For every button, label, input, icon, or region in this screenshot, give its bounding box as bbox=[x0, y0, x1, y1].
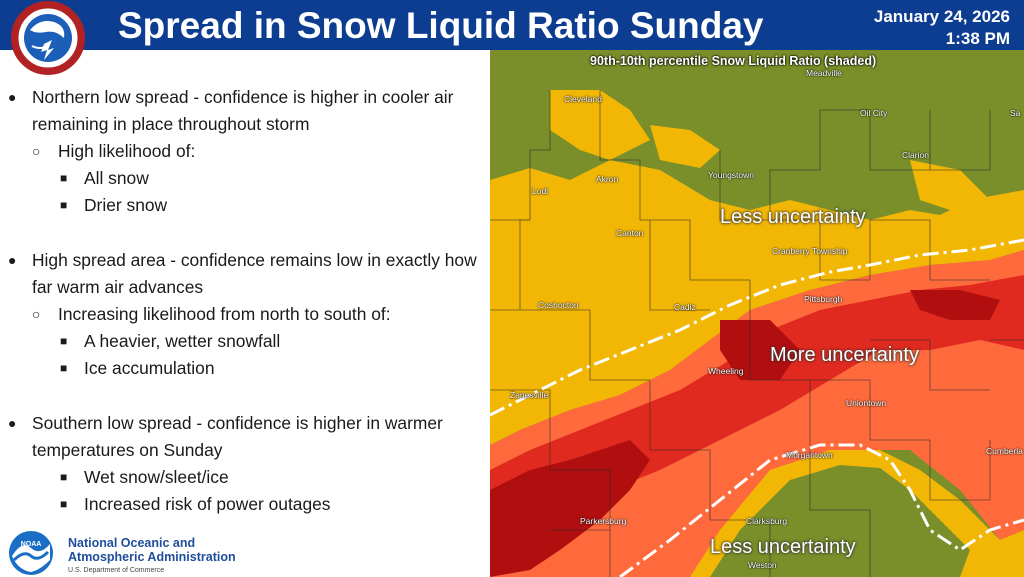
bullet-southern-text: Southern low spread - confidence is high… bbox=[32, 413, 443, 460]
city-label: Akron bbox=[596, 174, 619, 184]
list-item-text: A heavier, wetter snowfall bbox=[84, 331, 281, 351]
list-item: ■ Ice accumulation bbox=[60, 358, 215, 378]
sub-bullet-northern: ○ High likelihood of: bbox=[32, 141, 196, 161]
label-less-uncertainty-north: Less uncertainty bbox=[720, 206, 866, 228]
sub-bullet-high-spread: ○ Increasing likelihood from north to sou… bbox=[32, 304, 391, 324]
city-label: Uniontown bbox=[846, 398, 887, 408]
city-label: Coshocton bbox=[538, 300, 579, 310]
city-label: Lodi bbox=[532, 186, 549, 196]
bullet-southern: ● Southern low spread - confidence is hig… bbox=[8, 413, 443, 460]
noaa-logo-text: NOAA bbox=[21, 541, 42, 548]
bullet-high-spread: ● High spread area - confidence remains l… bbox=[8, 250, 477, 297]
page-title: Spread in Snow Liquid Ratio Sunday bbox=[118, 5, 764, 46]
header-bar: Spread in Snow Liquid Ratio Sunday Janua… bbox=[0, 0, 1024, 50]
city-label: Cranberry Township bbox=[772, 246, 848, 256]
date-text: January 24, 2026 bbox=[873, 7, 1010, 26]
nws-logo-icon bbox=[11, 1, 85, 75]
yellow-zone-north2 bbox=[650, 125, 720, 168]
sub-bullet-high-spread-text: Increasing likelihood from north to sout… bbox=[58, 304, 391, 324]
map-title: 90th-10th percentile Snow Liquid Ratio (… bbox=[590, 54, 877, 68]
timestamp: January 24, 2026 1:38 PM bbox=[874, 6, 1010, 50]
darkred-zone-pittsburgh bbox=[720, 320, 800, 380]
sub-bullet-northern-text: High likelihood of: bbox=[58, 141, 196, 161]
green-zone-south bbox=[710, 465, 970, 577]
yellow-zone bbox=[490, 160, 1024, 445]
city-label: Weston bbox=[748, 560, 777, 570]
bullet-northern-text: Northern low spread - confidence is high… bbox=[32, 87, 454, 134]
bullet-list: ● Northern low spread - confidence is hig… bbox=[8, 84, 486, 518]
city-label: Clarion bbox=[902, 150, 929, 160]
north-dashed-boundary bbox=[490, 238, 1024, 417]
list-item-text: All snow bbox=[84, 168, 149, 188]
city-label: Cadiz bbox=[674, 302, 696, 312]
city-label: Clarksburg bbox=[746, 516, 788, 526]
map-graphic bbox=[490, 50, 1024, 577]
city-label: Zanesville bbox=[510, 390, 549, 400]
city-label: Oil City bbox=[860, 108, 888, 118]
county-boundaries bbox=[490, 90, 1024, 577]
snow-ratio-map: 90th-10th percentile Snow Liquid Ratio (… bbox=[490, 50, 1024, 577]
list-item-text: Ice accumulation bbox=[84, 358, 215, 378]
bullet-northern: ● Northern low spread - confidence is hig… bbox=[8, 87, 454, 134]
list-item-text: Drier snow bbox=[84, 195, 168, 215]
city-label: Meadville bbox=[806, 68, 842, 78]
city-label: Morgantown bbox=[786, 450, 833, 460]
list-item: ■ Increased risk of power outages bbox=[60, 494, 331, 514]
city-label: Cleveland bbox=[564, 94, 602, 104]
list-item: ■ A heavier, wetter snowfall bbox=[60, 331, 281, 351]
noaa-logo-icon: NOAA bbox=[9, 531, 53, 575]
list-item-text: Wet snow/sleet/ice bbox=[84, 467, 229, 487]
bullet-high-spread-text: High spread area - confidence remains lo… bbox=[32, 250, 477, 297]
label-more-uncertainty: More uncertainty bbox=[770, 344, 919, 366]
noaa-department: U.S. Department of Commerce bbox=[68, 567, 165, 574]
city-label: Cumberla bbox=[986, 446, 1023, 456]
south-dashed-boundary bbox=[619, 443, 1024, 577]
city-label: Canton bbox=[616, 228, 644, 238]
city-label: Pittsburgh bbox=[804, 294, 843, 304]
noaa-name-line2: Atmospheric Administration bbox=[68, 550, 236, 564]
list-item: ■ All snow bbox=[60, 168, 149, 188]
list-item-text: Increased risk of power outages bbox=[84, 494, 331, 514]
city-label: Parkersburg bbox=[580, 516, 627, 526]
time-text: 1:38 PM bbox=[945, 29, 1010, 48]
noaa-footer: NOAA National Oceanic and Atmospheric Ad… bbox=[8, 530, 488, 576]
yellow-zone-east bbox=[910, 160, 990, 210]
noaa-name-line1: National Oceanic and bbox=[68, 536, 196, 550]
darkred-zone-east bbox=[910, 290, 1000, 320]
left-panel bbox=[0, 50, 490, 577]
label-less-uncertainty-south: Less uncertainty bbox=[710, 536, 856, 558]
list-item: ■ Wet snow/sleet/ice bbox=[60, 467, 229, 487]
list-item: ■ Drier snow bbox=[60, 195, 168, 215]
city-label: Wheeling bbox=[708, 366, 744, 376]
red-zone bbox=[490, 275, 1024, 570]
city-label: Youngstown bbox=[708, 170, 755, 180]
city-label: Sa bbox=[1010, 108, 1021, 118]
